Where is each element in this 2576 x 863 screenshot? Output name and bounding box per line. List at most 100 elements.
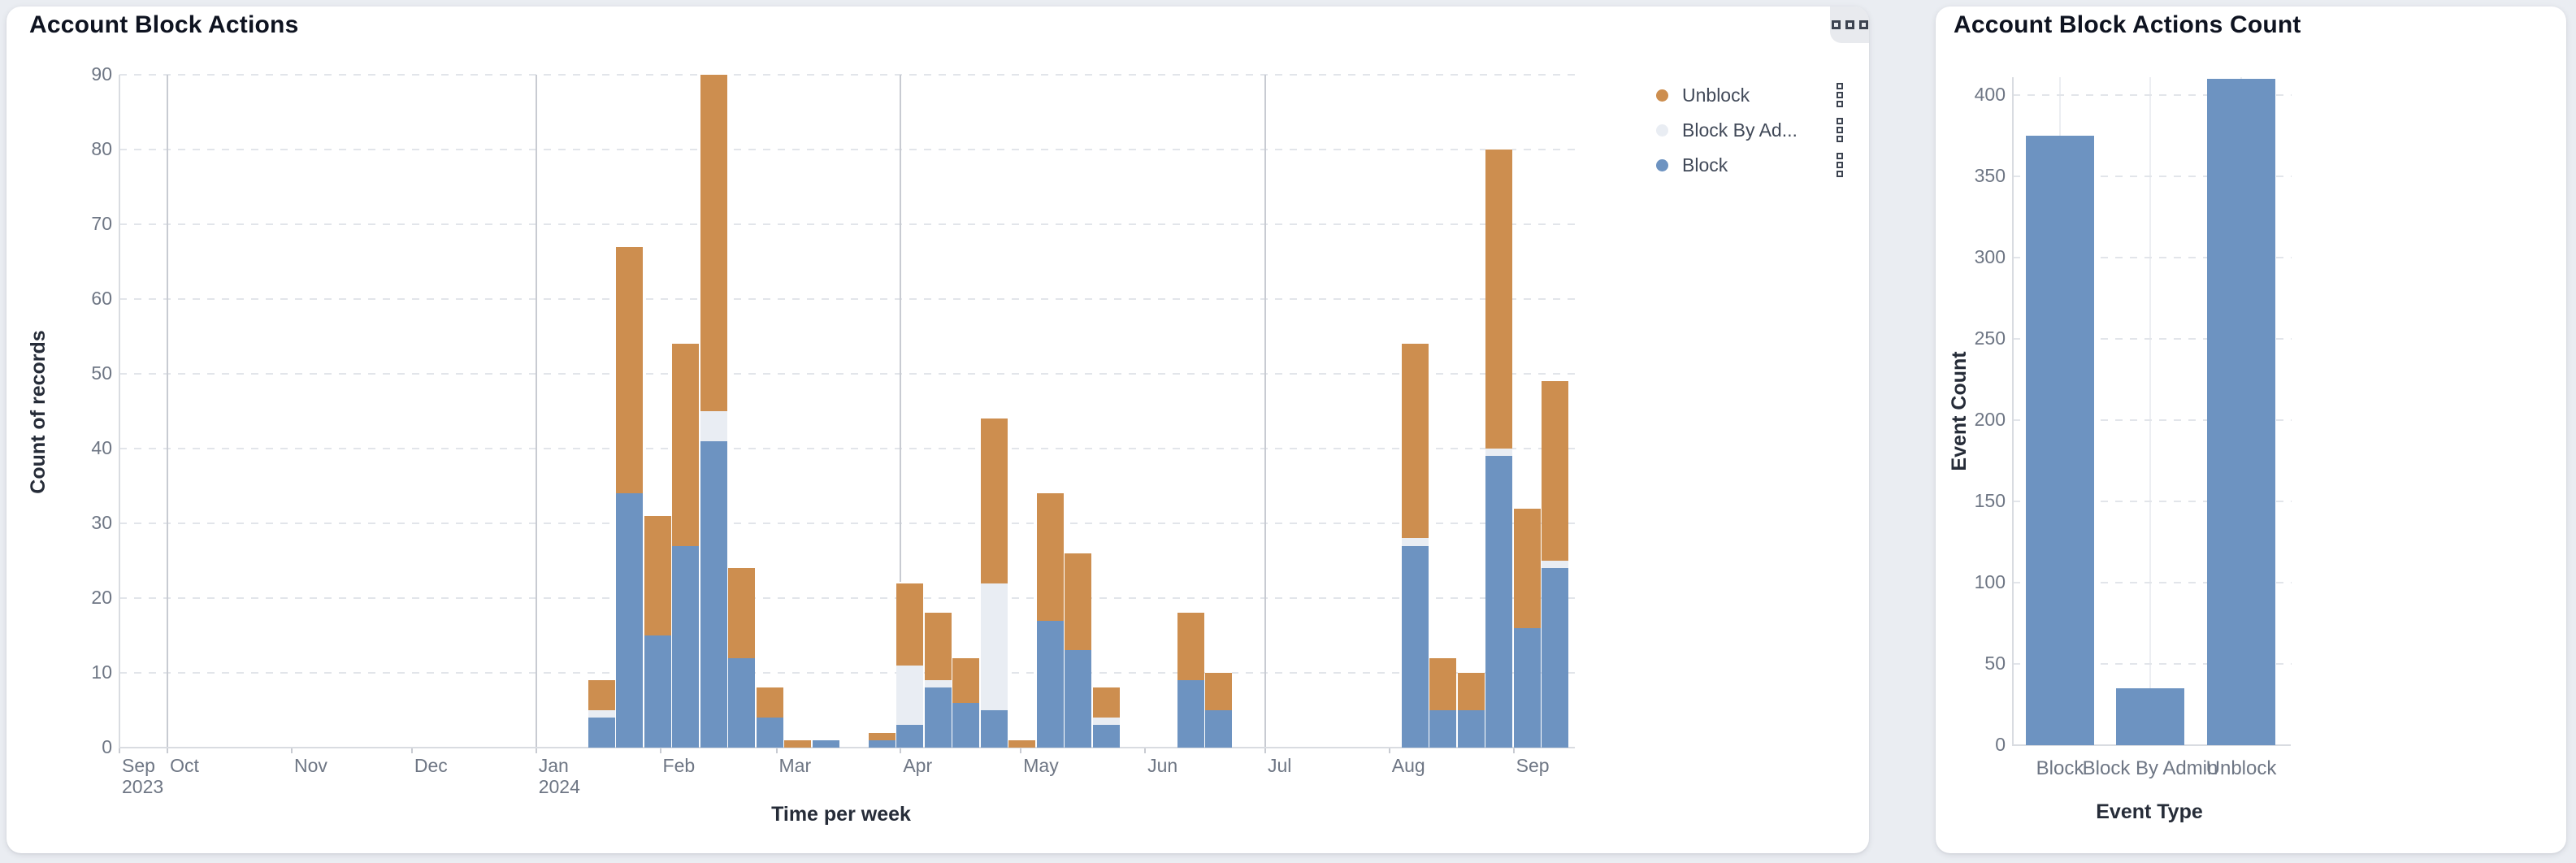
y-tick-label: 50 [1984,653,2006,674]
bar-2024-06-16-block[interactable] [1205,710,1233,748]
bar-2024-08-11-unblock[interactable] [1429,657,1457,710]
bar-2024-01-14-block_by_admin[interactable] [588,710,615,718]
bar-2024-09-08-block_by_admin[interactable] [1542,561,1569,569]
ellipsis-squares-icon [1845,20,1854,29]
bar-2024-05-19-block_by_admin[interactable] [1092,718,1120,726]
bar-2024-06-16-unblock[interactable] [1205,673,1233,710]
bar-2024-06-09-unblock[interactable] [1177,613,1204,681]
y-tick-label: 20 [91,587,112,608]
bar-2024-01-21-block[interactable] [616,493,644,748]
bar-2024-02-04-unblock[interactable] [672,344,700,546]
bar-2024-05-12-block[interactable] [1065,650,1092,748]
quarter-rule [167,75,169,753]
bar-2024-01-28-unblock[interactable] [644,515,671,635]
bar-2024-01-28-block[interactable] [644,635,671,748]
month-tick [290,748,293,753]
legend-menu-icon[interactable] [1835,116,1845,144]
quarter-rule [535,75,537,753]
bar-2024-03-31-block_by_admin[interactable] [896,665,924,726]
y-tick-label: 60 [91,288,112,309]
bar-2024-04-28-unblock[interactable] [1008,739,1036,748]
x-tick-year: 2023 [122,776,164,797]
bar-2024-05-05-unblock[interactable] [1036,493,1064,621]
x-tick-year: 2024 [538,776,580,797]
bar-2024-09-08-block[interactable] [1542,568,1569,748]
y-axis-line [119,75,120,748]
y-tick-label: 80 [91,138,112,159]
kebab-square [1837,162,1843,168]
bar-block-by-admin[interactable] [2116,688,2184,745]
bar-2024-01-14-block[interactable] [588,718,615,748]
bar-2024-08-04-block[interactable] [1401,545,1429,748]
bar-2024-02-18-block[interactable] [728,657,756,748]
bar-2024-02-25-unblock[interactable] [756,687,783,718]
x-tick-label: Jan 2024 [538,755,580,797]
bar-2024-04-07-unblock[interactable] [924,613,952,681]
bar-2024-04-14-block[interactable] [952,702,980,748]
bar-2024-03-10-block[interactable] [812,739,839,748]
bar-2024-04-21-block_by_admin[interactable] [980,583,1008,710]
x-tick-label: Sep 2023 [122,755,164,797]
legend-label: Unblock [1682,84,1750,106]
bar-2024-04-07-block_by_admin[interactable] [924,680,952,688]
bar-2024-02-11-block[interactable] [700,440,727,748]
bar-2024-08-18-block[interactable] [1457,710,1485,748]
bar-2024-08-25-block_by_admin[interactable] [1485,449,1513,457]
bar-2024-02-18-unblock[interactable] [728,568,756,658]
bar-2024-03-31-block[interactable] [896,725,924,748]
legend-label: Block [1682,154,1728,176]
legend-item-block_by_admin[interactable]: Block By Ad... [1656,118,1845,142]
bar-2024-04-21-unblock[interactable] [980,418,1008,583]
bar-2024-08-25-unblock[interactable] [1485,150,1513,449]
bar-2024-04-14-unblock[interactable] [952,657,980,703]
bar-2024-05-05-block[interactable] [1036,620,1064,748]
bar-2024-08-04-unblock[interactable] [1401,344,1429,539]
legend-menu-icon[interactable] [1835,151,1845,179]
bar-2024-09-01-block[interactable] [1513,627,1541,748]
legend-item-unblock[interactable]: Unblock [1656,83,1845,107]
bar-2024-09-08-unblock[interactable] [1542,381,1569,561]
bar-2024-03-03-unblock[interactable] [784,739,812,748]
bar-2024-01-14-unblock[interactable] [588,680,615,710]
y-axis-line [2012,77,2014,745]
bar-2024-05-12-unblock[interactable] [1065,553,1092,651]
bar-2024-02-11-unblock[interactable] [700,75,727,411]
month-tick [775,748,778,753]
bar-2024-08-18-unblock[interactable] [1457,673,1485,710]
x-tick-label: Jul [1267,755,1292,776]
legend-menu-icon[interactable] [1835,81,1845,109]
gridline [2013,419,2292,421]
bar-2024-02-25-block[interactable] [756,718,783,748]
bar-2024-01-21-unblock[interactable] [616,246,644,494]
bar-2024-08-04-block_by_admin[interactable] [1401,538,1429,546]
legend-swatch-block [1656,158,1668,171]
month-tick [1388,748,1390,753]
bar-2024-02-04-block[interactable] [672,545,700,748]
x-tick-label: Aug [1391,755,1425,776]
bar-2024-09-01-unblock[interactable] [1513,508,1541,628]
gridline [119,523,1575,524]
gridline [119,373,1575,375]
bar-2024-03-31-unblock[interactable] [896,583,924,666]
gridline [119,223,1575,225]
bar-unblock[interactable] [2207,79,2275,745]
bar-2024-08-11-block[interactable] [1429,710,1457,748]
month-tick [900,748,902,753]
x-tick-label: Apr [903,755,933,776]
bar-2024-03-24-block[interactable] [868,739,896,748]
bar-2024-04-07-block[interactable] [924,687,952,748]
bar-2024-02-11-block_by_admin[interactable] [700,411,727,441]
bar-2024-03-24-unblock[interactable] [868,732,896,740]
bar-2024-08-25-block[interactable] [1485,456,1513,748]
bar-2024-06-09-block[interactable] [1177,680,1204,748]
bar-block[interactable] [2026,136,2094,745]
legend-item-block[interactable]: Block [1656,153,1845,177]
left-card-title: Account Block Actions [29,11,299,38]
bar-2024-05-19-block[interactable] [1092,725,1120,748]
bar-2024-05-19-unblock[interactable] [1092,687,1120,718]
gridline [2013,94,2292,96]
more-options-button[interactable] [1830,7,1869,43]
month-tick [1144,748,1147,753]
bar-2024-04-21-block[interactable] [980,710,1008,748]
